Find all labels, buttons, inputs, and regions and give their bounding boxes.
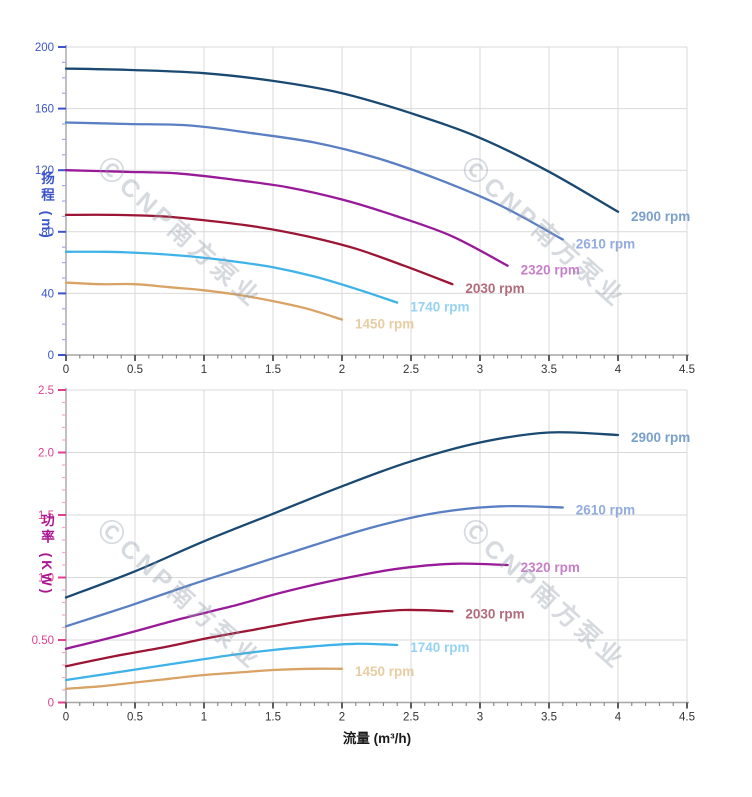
x-tick-label: 0 — [63, 712, 69, 724]
y-tick-label: 200 — [35, 42, 54, 54]
y-tick-label: 0 — [48, 698, 54, 710]
y-tick-label: 2.5 — [38, 385, 54, 397]
x-tick-label: 4.5 — [679, 364, 695, 376]
series-label-1450-rpm: 1450 rpm — [355, 664, 414, 679]
curve-2900-rpm — [64, 67, 620, 213]
series-label-2900-rpm: 2900 rpm — [631, 209, 690, 224]
x-tick-label: 0 — [63, 364, 69, 376]
x-tick-label: 2 — [339, 364, 345, 376]
y-tick-label: 80 — [41, 227, 54, 239]
x-tick-label: 1 — [201, 712, 207, 724]
y-tick-label: 1.0 — [38, 573, 54, 585]
curve-2610-rpm — [64, 121, 564, 241]
head-axis-title: 扬程 (m) — [39, 171, 54, 241]
series-label-1740-rpm: 1740 rpm — [410, 300, 469, 315]
series-label-2610-rpm: 2610 rpm — [576, 237, 635, 252]
curve-1450-rpm — [64, 281, 344, 321]
y-tick-label: 0 — [48, 350, 54, 362]
x-tick-label: 4 — [615, 712, 622, 724]
curve-1740-rpm — [64, 250, 399, 304]
y-tick-label: 120 — [35, 165, 54, 177]
y-tick-label: 2.0 — [38, 448, 54, 460]
x-tick-label: 2.5 — [403, 712, 419, 724]
curve-1450-rpm — [64, 667, 344, 690]
y-tick-label: 160 — [35, 104, 54, 116]
x-tick-label: 1.5 — [265, 712, 281, 724]
x-tick-label: 2.5 — [403, 364, 419, 376]
y-tick-label: 0.50 — [32, 635, 54, 647]
curve-1740-rpm — [64, 642, 399, 682]
curve-2320-rpm — [64, 169, 509, 267]
series-label-2610-rpm: 2610 rpm — [576, 503, 635, 518]
x-tick-label: 3.5 — [541, 712, 557, 724]
x-tick-label: 0.5 — [127, 364, 143, 376]
curve-2030-rpm — [64, 213, 454, 286]
series-label-2030-rpm: 2030 rpm — [465, 606, 524, 621]
series-label-2320-rpm: 2320 rpm — [521, 263, 580, 278]
x-tick-label: 1.5 — [265, 364, 281, 376]
curve-2320-rpm — [64, 562, 509, 650]
series-label-1450-rpm: 1450 rpm — [355, 317, 414, 332]
curve-2610-rpm — [64, 504, 564, 628]
y-tick-label: 40 — [41, 288, 54, 300]
curve-2900-rpm — [64, 431, 620, 599]
series-label-1740-rpm: 1740 rpm — [410, 640, 469, 655]
series-label-2900-rpm: 2900 rpm — [631, 430, 690, 445]
series-label-2320-rpm: 2320 rpm — [521, 560, 580, 575]
x-tick-label: 3.5 — [541, 364, 557, 376]
x-tick-label: 4.5 — [679, 712, 695, 724]
y-tick-label: 1.5 — [38, 510, 54, 522]
x-tick-label: 2 — [339, 712, 345, 724]
power-axis-title: 功率 (KW) — [39, 513, 54, 597]
x-tick-label: 4 — [615, 364, 622, 376]
x-tick-label: 1 — [201, 364, 207, 376]
x-tick-label: 3 — [477, 364, 483, 376]
x-tick-label: 3 — [477, 712, 483, 724]
series-label-2030-rpm: 2030 rpm — [465, 281, 524, 296]
curve-2030-rpm — [64, 608, 454, 668]
flow-axis-title: 流量 (m³/h) — [342, 731, 412, 746]
x-tick-label: 0.5 — [127, 712, 143, 724]
